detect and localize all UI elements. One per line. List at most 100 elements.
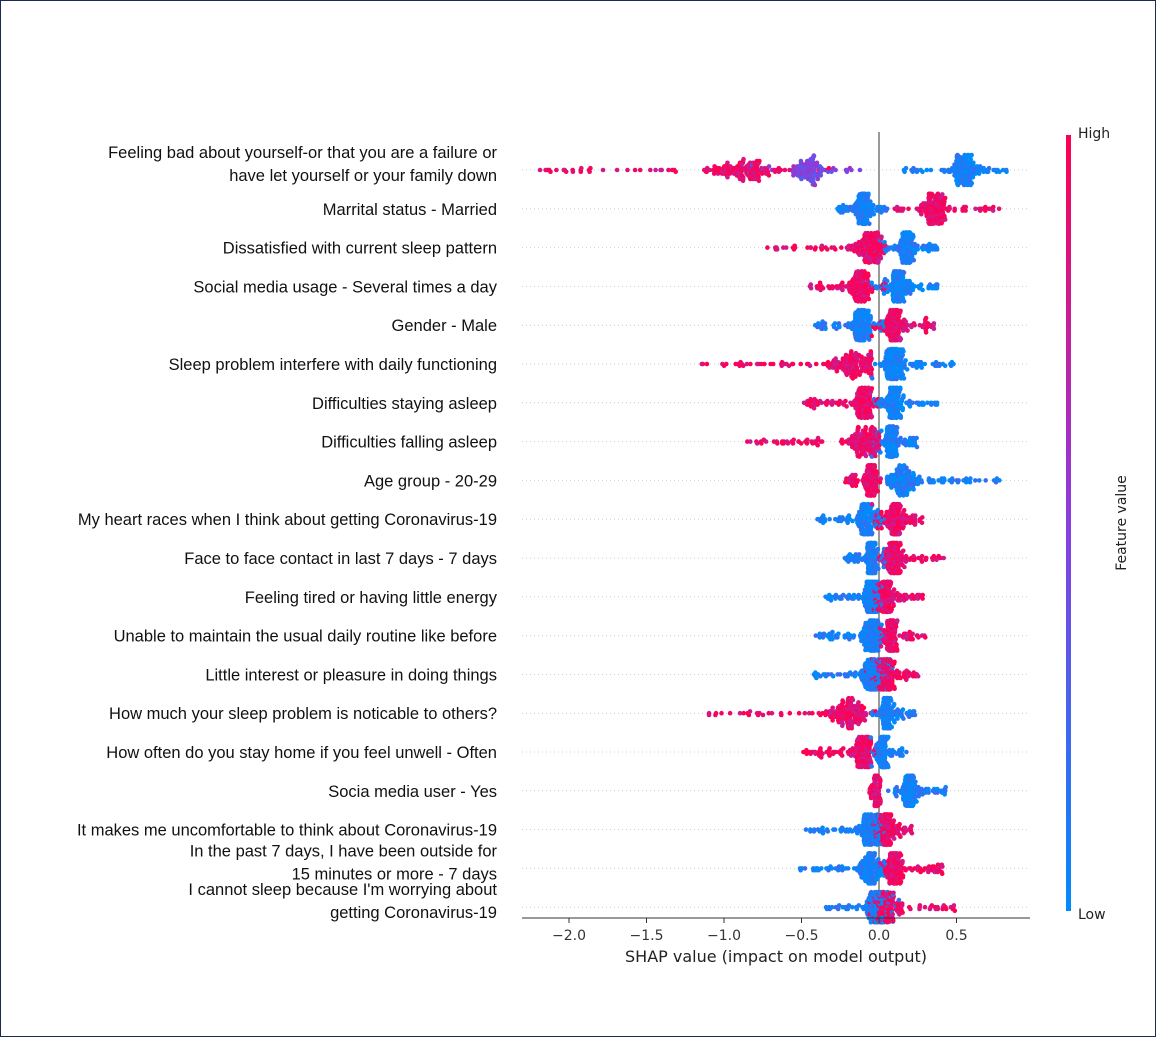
shap-point: [813, 361, 819, 367]
shap-point: [827, 516, 832, 522]
shap-point: [869, 531, 875, 537]
shap-point: [920, 169, 925, 175]
shap-point: [839, 245, 844, 250]
shap-point: [787, 710, 793, 716]
shap-point: [892, 659, 897, 665]
shap-point: [763, 439, 769, 444]
shap-point: [812, 247, 818, 252]
shap-point: [840, 698, 845, 703]
shap-point: [570, 169, 576, 175]
shap-point: [907, 260, 912, 265]
shap-point: [837, 672, 843, 677]
shap-point: [900, 407, 905, 413]
shap-point: [941, 476, 947, 481]
shap-point: [868, 213, 873, 219]
shap-point: [741, 156, 746, 162]
shap-point: [901, 270, 907, 275]
shap-point: [810, 710, 815, 716]
shap-point: [653, 167, 658, 173]
shap-point: [805, 437, 810, 443]
shap-point: [849, 167, 854, 173]
shap-point: [740, 178, 746, 184]
shap-point: [927, 241, 932, 247]
shap-point: [632, 167, 638, 173]
shap-point: [881, 291, 887, 296]
shap-point: [879, 428, 884, 434]
shap-point: [914, 444, 920, 450]
shap-point: [983, 208, 988, 213]
shap-point: [798, 441, 804, 446]
shap-point: [996, 206, 1002, 212]
shap-point: [873, 453, 878, 459]
shap-point: [970, 174, 976, 180]
shap-point: [894, 425, 900, 431]
shap-point: [782, 167, 788, 173]
shap-point: [935, 191, 941, 197]
shap-point: [977, 478, 982, 483]
shap-point: [578, 169, 584, 175]
shap-point: [872, 464, 878, 470]
shap-point: [906, 469, 912, 474]
shap-point: [963, 204, 969, 210]
shap-point: [997, 478, 1002, 483]
shap-point: [885, 289, 890, 295]
shap-point: [915, 243, 920, 249]
shap-point: [727, 710, 733, 716]
shap-point: [910, 232, 916, 238]
shap-point: [843, 398, 848, 404]
shap-point: [876, 259, 881, 265]
shap-point: [818, 169, 824, 175]
shap-point: [725, 160, 730, 166]
shap-point: [904, 367, 910, 372]
shap-point: [924, 167, 930, 173]
shap-point: [976, 171, 982, 176]
shap-point: [857, 167, 863, 173]
shap-point: [879, 234, 884, 240]
shap-point: [950, 478, 955, 483]
shap-point: [983, 478, 988, 483]
shap-point: [910, 636, 915, 642]
shap-point: [798, 361, 804, 367]
shap-point: [863, 453, 869, 459]
shap-point: [923, 315, 929, 321]
shap-point: [766, 164, 772, 169]
shap-point: [792, 245, 798, 250]
shap-point: [867, 221, 872, 227]
shap-point: [902, 169, 907, 175]
shap-point: [579, 165, 584, 171]
shap-point: [942, 169, 947, 175]
shap-point: [840, 723, 845, 729]
shap-point: [919, 211, 924, 217]
shap-point: [900, 347, 905, 352]
shap-point: [830, 718, 835, 723]
shap-point: [869, 386, 875, 391]
shap-point: [869, 414, 875, 419]
shap-point: [823, 326, 828, 332]
shap-point: [836, 321, 842, 326]
shap-point: [919, 479, 925, 485]
shap-point: [920, 515, 925, 520]
shap-point: [704, 361, 710, 367]
shap-point: [871, 202, 876, 208]
shap-point: [849, 349, 854, 354]
shap-point: [790, 361, 796, 367]
shap-point: [891, 587, 897, 592]
shap-point: [829, 169, 834, 175]
shap-point: [869, 376, 875, 381]
shap-point: [903, 165, 909, 171]
shap-point: [868, 349, 874, 354]
shap-point: [836, 631, 841, 637]
shap-point: [942, 363, 948, 369]
shap-point: [869, 501, 875, 507]
shap-point: [807, 363, 813, 369]
shap-point: [878, 256, 884, 261]
shap-point: [812, 182, 818, 188]
shap-point: [934, 402, 940, 407]
shap-point: [853, 472, 858, 478]
shap-point: [747, 709, 753, 714]
shap-point: [839, 437, 845, 443]
shap-point: [986, 165, 992, 171]
shap-point: [914, 169, 920, 175]
shap-point: [875, 488, 880, 494]
